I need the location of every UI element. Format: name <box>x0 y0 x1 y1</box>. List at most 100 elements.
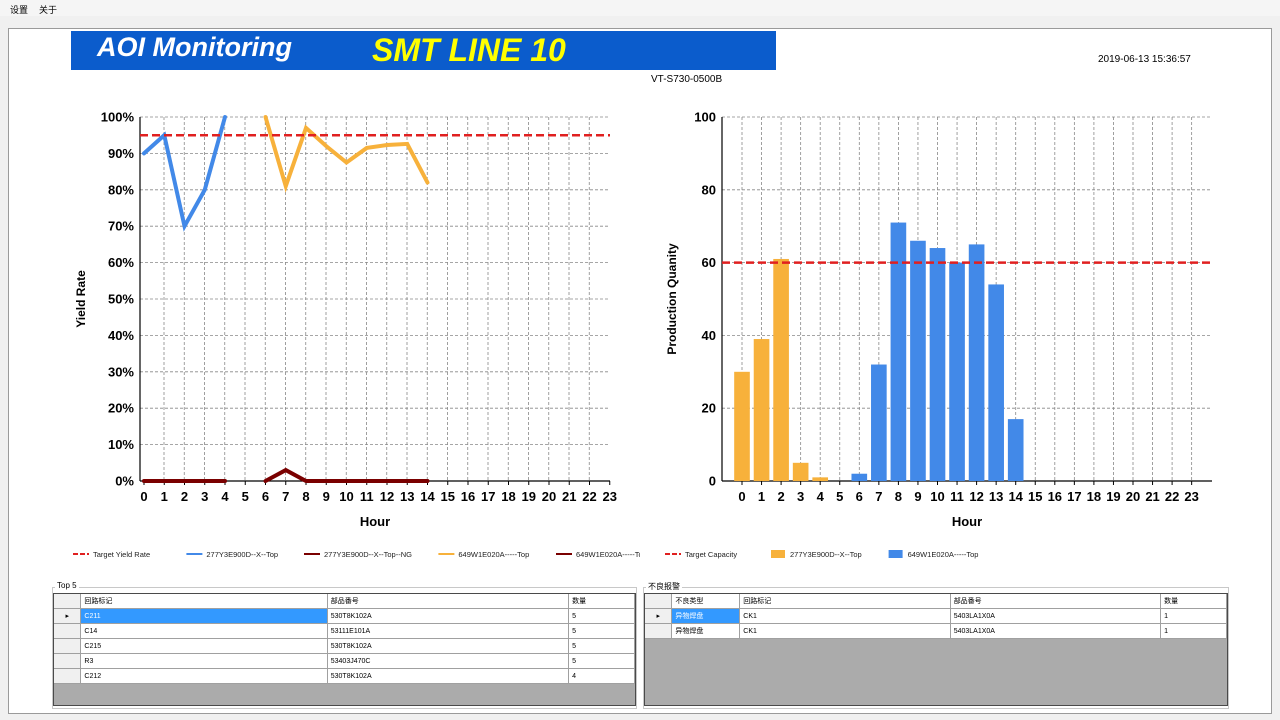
table-row[interactable]: C215 530T8K102A 5 <box>54 638 635 654</box>
data-point <box>385 479 389 483</box>
table-row[interactable]: C212 530T8K102A 4 <box>54 668 635 684</box>
table-cell[interactable]: 4 <box>568 668 635 684</box>
table-cell[interactable]: C212 <box>80 668 328 684</box>
table-row[interactable]: 异物焊盘 CK1 5403LA1X0A 1 <box>645 623 1227 639</box>
alarm-table: 不良类型 回路标记 部品番号 数量 ▸ 异物焊盘 CK1 5403LA1X0A 1 异物焊盘 CK… <box>644 593 1228 706</box>
data-point <box>365 479 369 483</box>
table-row[interactable]: C14 53111E101A 5 <box>54 623 635 639</box>
table-row[interactable]: ▸ 异物焊盘 CK1 5403LA1X0A 1 <box>645 608 1227 624</box>
table-cell[interactable]: 5403LA1X0A <box>950 623 1162 639</box>
table-cell[interactable]: 530T8K102A <box>327 638 570 654</box>
datetime-display: 2019-06-13 15:36:57 <box>1098 54 1191 65</box>
data-point <box>162 479 166 483</box>
data-point <box>223 479 227 483</box>
data-point <box>142 151 146 155</box>
data-point <box>324 479 328 483</box>
table-cell[interactable]: C215 <box>80 638 328 654</box>
table-cell[interactable]: 5403LA1X0A <box>950 608 1162 624</box>
alarm-title: 不良报警 <box>646 581 682 592</box>
table-cell[interactable]: 5 <box>568 638 635 654</box>
data-point <box>345 479 348 483</box>
y-tick-label: 40% <box>108 328 134 343</box>
top5-header-row: 回路标记 部品番号 数量 <box>54 594 635 609</box>
table-cell[interactable]: 5 <box>568 653 635 669</box>
table-cell[interactable]: C211 <box>80 608 328 624</box>
menu-bar: 设置 关于 <box>0 0 1280 16</box>
y-tick-label: 100% <box>101 110 135 125</box>
data-point <box>426 479 429 483</box>
row-header[interactable] <box>54 638 82 654</box>
x-tick-label: 0 <box>140 489 147 504</box>
row-pointer-icon[interactable]: ▸ <box>54 608 82 624</box>
x-tick-label: 20 <box>542 489 556 504</box>
machine-id: VT-S730-0500B <box>651 74 723 85</box>
table-cell[interactable]: C14 <box>80 623 328 639</box>
column-header[interactable]: 部品番号 <box>327 594 570 609</box>
row-header[interactable] <box>54 668 82 684</box>
column-header[interactable]: 数量 <box>1160 594 1227 609</box>
table-cell[interactable]: CK1 <box>739 623 951 639</box>
menu-settings[interactable]: 设置 <box>10 5 29 15</box>
column-header[interactable]: 回路标记 <box>739 594 951 609</box>
x-axis-title: Hour <box>360 514 390 529</box>
x-tick-label: 13 <box>400 489 414 504</box>
legend-item: Target Yield Rate <box>73 550 150 559</box>
data-point <box>142 479 146 483</box>
table-row[interactable]: R3 53403J470C 5 <box>54 653 635 669</box>
row-header[interactable] <box>645 623 673 639</box>
x-tick-label: 5 <box>242 489 249 504</box>
table-cell[interactable]: 53111E101A <box>327 623 570 639</box>
column-header[interactable]: 不良类型 <box>671 594 741 609</box>
x-tick-label: 17 <box>481 489 495 504</box>
y-tick-label: 70% <box>108 219 134 234</box>
table-row[interactable]: ▸ C211 530T8K102A 5 <box>54 608 635 624</box>
x-tick-label: 4 <box>221 489 229 504</box>
row-header[interactable] <box>54 653 82 669</box>
table-cell[interactable]: 异物焊盘 <box>671 623 741 639</box>
legend-item: 649W1E020A-----Top <box>438 550 529 559</box>
table-cell[interactable]: 1 <box>1160 623 1227 639</box>
table-cell[interactable]: 异物焊盘 <box>671 608 741 624</box>
column-header[interactable]: 数量 <box>568 594 635 609</box>
line-title: SMT LINE 10 <box>372 32 566 68</box>
row-header[interactable] <box>54 623 82 639</box>
data-point <box>264 479 267 483</box>
x-tick-label: 3 <box>201 489 208 504</box>
table-cell[interactable]: CK1 <box>739 608 951 624</box>
row-pointer-icon[interactable]: ▸ <box>645 608 673 624</box>
x-tick-label: 11 <box>360 489 374 504</box>
table-cell[interactable]: 5 <box>568 623 635 639</box>
top5-table: 回路标记 部品番号 数量 ▸ C211 530T8K102A 5 C14 53111E101A… <box>53 593 636 706</box>
alarm-group <box>643 587 1229 709</box>
data-point <box>304 479 308 483</box>
data-point <box>183 224 186 228</box>
x-tick-label: 16 <box>461 489 475 504</box>
table-cell[interactable]: 1 <box>1160 608 1227 624</box>
x-tick-label: 9 <box>323 489 330 504</box>
x-tick-label: 6 <box>262 489 269 504</box>
x-tick-label: 21 <box>562 489 576 504</box>
table-cell[interactable]: R3 <box>80 653 328 669</box>
data-point <box>284 184 288 188</box>
alarm-header-row: 不良类型 回路标记 部品番号 数量 <box>645 594 1227 609</box>
table-cell[interactable]: 5 <box>568 608 635 624</box>
column-header[interactable]: 回路标记 <box>80 594 328 609</box>
x-tick-label: 7 <box>282 489 289 504</box>
top5-table-grid: 回路标记 部品番号 数量 ▸ C211 530T8K102A 5 C14 53111E101A… <box>54 594 635 684</box>
column-header[interactable]: 部品番号 <box>950 594 1162 609</box>
legend-label: 649W1E020A-----Top <box>458 550 529 559</box>
x-tick-label: 19 <box>522 489 536 504</box>
table-cell[interactable]: 530T8K102A <box>327 668 570 684</box>
y-tick-label: 0% <box>115 474 134 489</box>
x-tick-label: 8 <box>302 489 309 504</box>
menu-about[interactable]: 关于 <box>39 5 58 15</box>
table-cell[interactable]: 53403J470C <box>327 653 570 669</box>
row-header-corner <box>645 594 673 609</box>
data-point <box>264 115 267 119</box>
table-cell[interactable]: 530T8K102A <box>327 608 570 624</box>
y-axis-title: Yield Rate <box>74 270 88 328</box>
data-point <box>426 181 429 185</box>
data-point <box>405 142 409 146</box>
y-tick-label: 90% <box>108 146 134 161</box>
top5-title: Top 5 <box>55 581 79 590</box>
